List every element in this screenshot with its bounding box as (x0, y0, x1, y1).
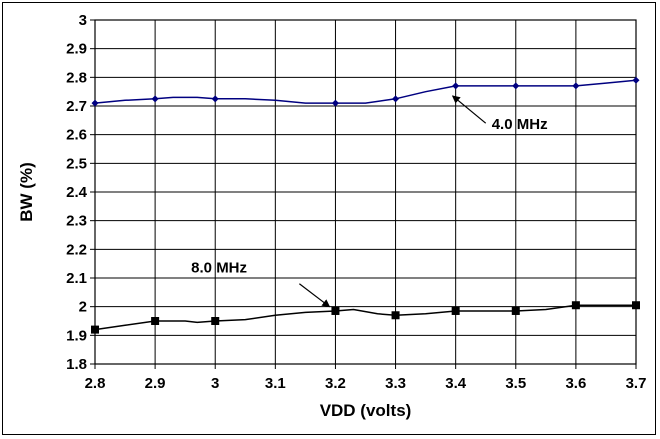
y-axis-title: BW (%) (17, 162, 36, 221)
x-tick-label: 3.1 (265, 375, 286, 392)
data-point (512, 82, 520, 90)
y-tick-label: 2.9 (66, 41, 87, 58)
annotation-1: 4.0 MHz (451, 95, 548, 133)
y-tick-label: 2.8 (66, 69, 87, 86)
x-tick-label: 3.5 (505, 375, 526, 392)
data-point (571, 301, 580, 310)
x-axis-title: VDD (volts) (320, 401, 412, 420)
data-point (151, 317, 160, 325)
series-1 (91, 76, 640, 107)
data-point (331, 99, 339, 107)
data-point (211, 317, 220, 325)
data-point (391, 311, 400, 320)
y-tick-label: 1.8 (66, 356, 87, 373)
annotation-label: 8.0 MHz (191, 259, 247, 276)
data-point (451, 306, 460, 315)
x-tick-label: 2.8 (85, 375, 106, 392)
x-tick-label: 3.3 (385, 375, 406, 392)
y-tick-label: 2.6 (66, 127, 87, 144)
annotations: 4.0 MHz 8.0 MHz (191, 95, 548, 308)
series-2 (91, 301, 640, 334)
series-layer (91, 76, 640, 334)
data-point (632, 76, 640, 84)
x-tick-label: 3.6 (565, 375, 586, 392)
y-tick-label: 2.1 (66, 270, 87, 287)
y-tick-label: 2.7 (66, 98, 87, 115)
x-tick-label: 3.2 (325, 375, 346, 392)
data-point (331, 306, 340, 315)
chart-frame (2, 2, 656, 435)
y-tick-label: 2 (79, 299, 87, 316)
series-line (94, 304, 636, 331)
x-tick-label: 3 (211, 375, 219, 392)
x-tick-label: 2.9 (145, 375, 166, 392)
data-point (91, 99, 99, 107)
x-tick-label: 3.4 (445, 375, 467, 392)
data-point (211, 95, 219, 103)
x-axis-ticks: 2.8 2.9 3 3.1 3.2 3.3 3.4 3.5 3.6 3.7 (85, 364, 647, 392)
annotation-2: 8.0 MHz (191, 259, 331, 308)
series-line (94, 79, 637, 104)
y-tick-label: 2.4 (66, 184, 88, 201)
data-point (91, 325, 99, 334)
annotation-arrow (299, 283, 331, 308)
y-tick-label: 2.2 (66, 241, 87, 258)
y-tick-label: 2.5 (66, 155, 87, 172)
y-axis-ticks: 1.8 1.9 2 2.1 2.2 2.3 2.4 2.5 2.6 2.7 2.8 2.9 3 (66, 12, 95, 373)
data-point (151, 95, 159, 103)
data-point (511, 306, 520, 315)
data-point (452, 82, 460, 90)
annotation-label: 4.0 MHz (492, 116, 548, 133)
data-point (392, 95, 400, 103)
data-point (632, 301, 640, 310)
y-tick-label: 1.9 (66, 327, 87, 344)
annotation-arrow (451, 95, 487, 124)
y-tick-label: 3 (79, 12, 87, 29)
y-tick-label: 2.3 (66, 213, 87, 230)
data-point (572, 82, 580, 90)
x-tick-label: 3.7 (626, 375, 647, 392)
